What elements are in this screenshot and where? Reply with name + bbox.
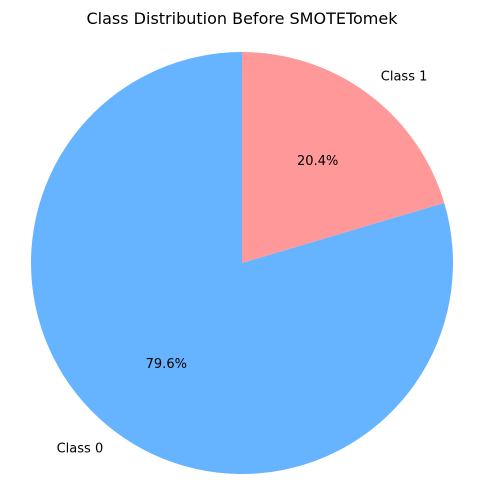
pie-slices	[31, 52, 454, 474]
pct-label-class-1: 20.4%	[297, 154, 338, 169]
slice-label-class-1: Class 1	[381, 69, 428, 84]
pct-label-class-0: 79.6%	[146, 357, 187, 372]
chart-title: Class Distribution Before SMOTETomek	[87, 9, 399, 28]
pie-slice-class-0	[31, 52, 454, 474]
pie-labels: Class 0 79.6% Class 1 20.4%	[57, 69, 428, 456]
pie-slice-class-1	[242, 52, 445, 263]
slice-label-class-0: Class 0	[57, 442, 104, 457]
